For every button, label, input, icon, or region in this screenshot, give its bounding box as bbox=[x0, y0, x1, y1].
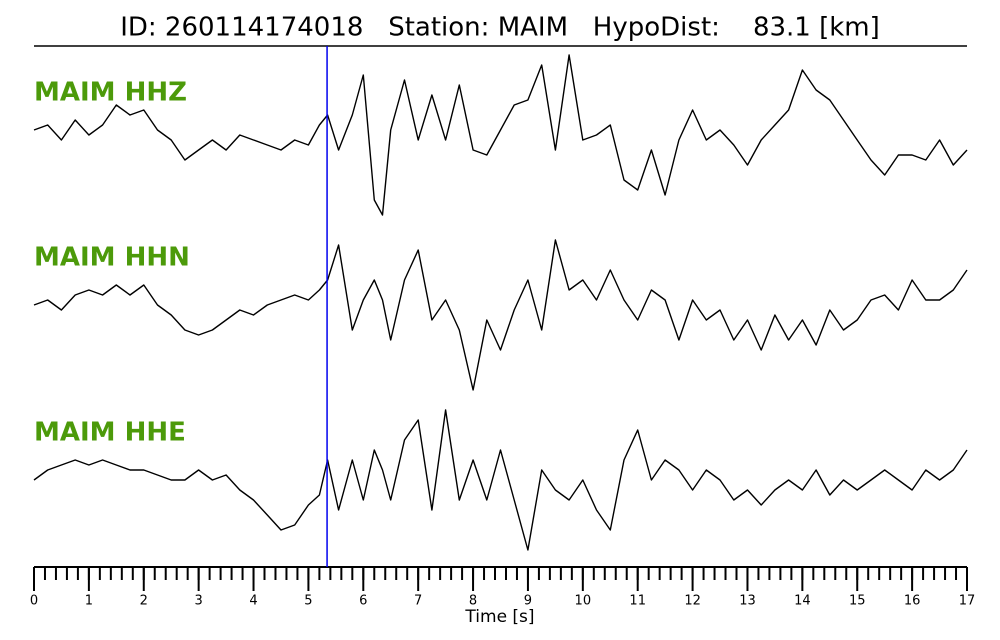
x-tick-label: 16 bbox=[904, 594, 921, 609]
x-tick-label: 4 bbox=[249, 594, 257, 609]
chart-title: ID: 260114174018 Station: MAIM HypoDist:… bbox=[120, 13, 880, 43]
x-tick-label: 15 bbox=[849, 594, 866, 609]
waveform bbox=[33, 239, 968, 391]
trace-label: MAIM HHN bbox=[34, 243, 190, 273]
x-tick-label: 10 bbox=[575, 594, 592, 609]
x-tick-label: 9 bbox=[524, 594, 532, 609]
waveform bbox=[33, 409, 968, 551]
waveform bbox=[33, 54, 968, 216]
x-tick-label: 17 bbox=[959, 594, 976, 609]
x-tick-label: 14 bbox=[794, 594, 811, 609]
x-tick-label: 13 bbox=[739, 594, 756, 609]
x-tick-label: 7 bbox=[414, 594, 422, 609]
x-tick-label: 11 bbox=[629, 594, 646, 609]
x-tick-label: 1 bbox=[85, 594, 93, 609]
trace-label: MAIM HHE bbox=[34, 418, 186, 448]
x-tick-label: 3 bbox=[195, 594, 203, 609]
x-tick-label: 8 bbox=[469, 594, 477, 609]
x-tick-label: 6 bbox=[359, 594, 367, 609]
x-tick-label: 12 bbox=[684, 594, 701, 609]
trace-label: MAIM HHZ bbox=[34, 78, 187, 108]
x-tick-label: 2 bbox=[140, 594, 148, 609]
x-tick-label: 0 bbox=[30, 594, 38, 609]
x-axis-label: Time [s] bbox=[464, 607, 534, 627]
x-tick-label: 5 bbox=[304, 594, 312, 609]
